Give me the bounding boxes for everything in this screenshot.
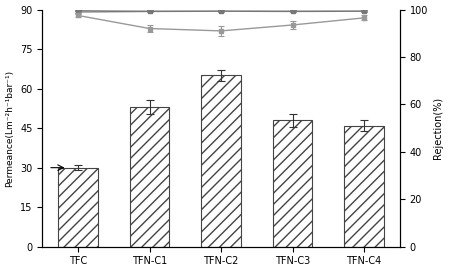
Bar: [273, 120, 312, 247]
Y-axis label: Permeance(Lm⁻²h⁻¹bar⁻¹): Permeance(Lm⁻²h⁻¹bar⁻¹): [5, 70, 14, 187]
Bar: [344, 125, 384, 247]
Y-axis label: Rejection(%): Rejection(%): [433, 97, 444, 159]
Bar: [58, 168, 98, 247]
Bar: [202, 75, 241, 247]
Bar: [130, 107, 169, 247]
